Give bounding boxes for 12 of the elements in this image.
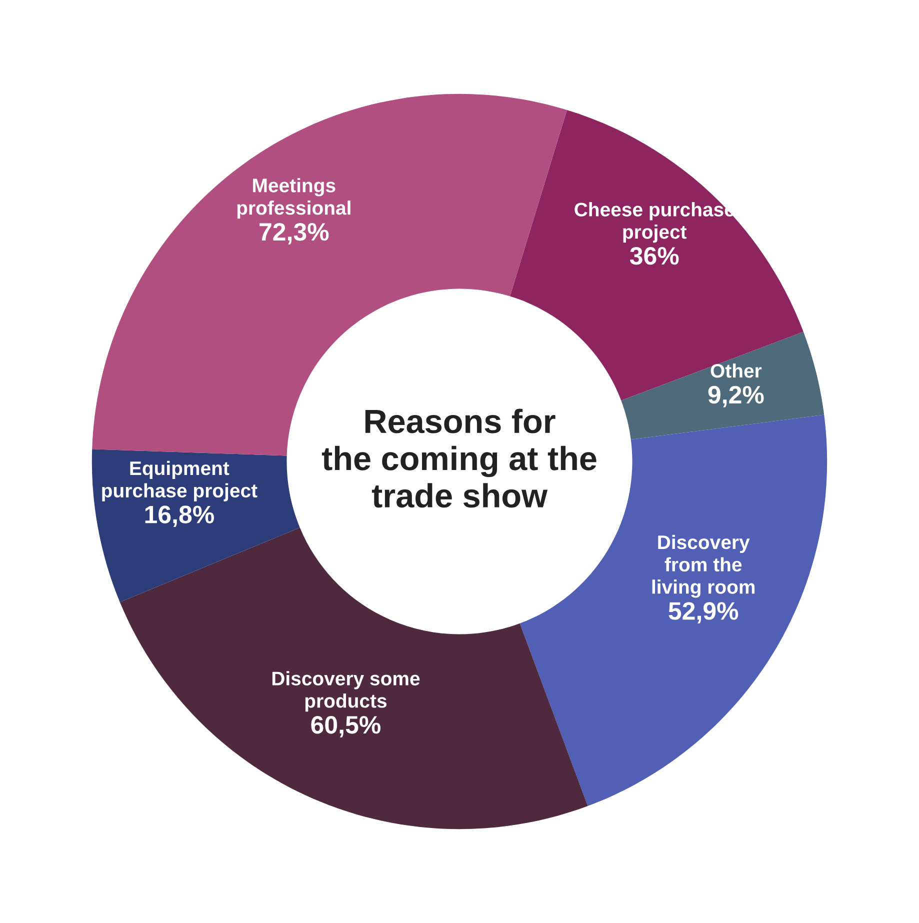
data-label: 36% (630, 247, 679, 265)
data-label: 52,9% (668, 602, 738, 624)
slice-label: Equipment purchase project (102, 460, 258, 502)
data-label: 9,2% (708, 386, 764, 408)
slice-label: Discovery from the living room (652, 534, 755, 598)
slice-label: Meetings professional (237, 178, 350, 219)
text: Reasons for the coming at the trade show (322, 408, 596, 508)
data-label: 72,3% (260, 222, 329, 244)
slice-label: Discovery some products (272, 671, 420, 712)
data-label: 60,5% (311, 716, 381, 738)
slice-label: Other (710, 363, 762, 378)
data-label: 16,8% (145, 506, 214, 528)
